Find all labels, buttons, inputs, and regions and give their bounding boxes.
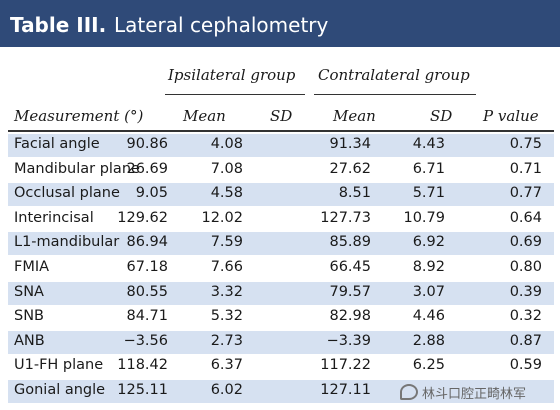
- table-cell: −3.56: [123, 332, 168, 349]
- table-cell: 125.11: [117, 382, 168, 398]
- table-cell: 0.77: [509, 185, 542, 202]
- table-row: Gonial angle 125.11 6.02 127.11: [8, 380, 554, 403]
- table-cell: 117.22: [320, 357, 371, 374]
- header-ipsi-mean: Mean: [183, 107, 226, 125]
- table-cell: Occlusal plane: [14, 185, 120, 202]
- table-row: SNA 80.55 3.32 79.57 3.07 0.39: [8, 281, 554, 305]
- header-ipsi-sd: SD: [270, 107, 293, 125]
- table-row: Occlusal plane 9.05 4.58 8.51 5.71 0.77: [8, 183, 554, 207]
- table-label: Table III.: [10, 13, 107, 37]
- table-cell: 90.86: [126, 136, 168, 152]
- table-cell: 82.98: [329, 308, 371, 325]
- table-cell: 0.69: [509, 234, 542, 251]
- table-cell: 0.87: [509, 332, 542, 349]
- table-cell: 79.57: [329, 283, 371, 300]
- group-rule-ipsilateral: [165, 94, 305, 95]
- table-cell: 5.32: [210, 308, 243, 325]
- table-cell: 80.55: [126, 283, 168, 300]
- table-cell: 129.62: [117, 209, 168, 226]
- table-title-bar: Table III. Lateral cephalometry: [0, 0, 560, 47]
- table-cell: 4.46: [412, 308, 445, 325]
- table-cell: Interincisal: [14, 209, 94, 226]
- table-row: SNB 84.71 5.32 82.98 4.46 0.32: [8, 306, 554, 329]
- table-cell: 3.32: [210, 283, 243, 300]
- table-cell: 7.66: [210, 259, 243, 275]
- header-rule: [8, 130, 554, 132]
- table-cell: 8.51: [338, 185, 371, 202]
- table-cell: 6.25: [412, 357, 445, 374]
- table-cell: SNA: [14, 283, 44, 300]
- table-cell: 0.71: [509, 160, 542, 177]
- table-cell: 9.05: [135, 185, 168, 202]
- table-cell: 7.08: [210, 160, 243, 177]
- header-measurement: Measurement (°): [14, 107, 144, 125]
- table-cell: 0.75: [509, 136, 542, 152]
- group-header-contralateral: Contralateral group: [318, 66, 470, 84]
- table-cell: L1-mandibular: [14, 234, 120, 251]
- table-cell: Facial angle: [14, 136, 100, 152]
- group-header-ipsilateral: Ipsilateral group: [168, 66, 296, 84]
- table-cell: 2.73: [210, 332, 243, 349]
- table-cell: SNB: [14, 308, 44, 325]
- table-cell: FMIA: [14, 259, 50, 275]
- header-p-value: P value: [483, 107, 539, 125]
- table-cell: 7.59: [210, 234, 243, 251]
- table-row: U1-FH plane 118.42 6.37 117.22 6.25 0.59: [8, 355, 554, 378]
- table-cell: 0.80: [509, 259, 542, 275]
- table-cell: 5.71: [412, 185, 445, 202]
- table-row: L1-mandibular 86.94 7.59 85.89 6.92 0.69: [8, 232, 554, 256]
- table-cell: 2.88: [412, 332, 445, 349]
- table-cell: 6.02: [210, 382, 243, 398]
- table-cell: 26.69: [126, 160, 168, 177]
- table-cell: 8.92: [412, 259, 445, 275]
- header-contra-mean: Mean: [333, 107, 376, 125]
- table-row: Mandibular plane 26.69 7.08 27.62 6.71 0.71: [8, 159, 554, 182]
- table-cell: 0.39: [509, 283, 542, 300]
- table-cell: U1-FH plane: [14, 357, 104, 374]
- table-cell: 67.18: [126, 259, 168, 275]
- watermark: 林斗口腔正畸林军: [400, 383, 526, 402]
- table-title: Lateral cephalometry: [114, 13, 329, 37]
- table-cell: 0.64: [509, 209, 542, 226]
- table-cell: 86.94: [126, 234, 168, 251]
- table-row: ANB −3.56 2.73 −3.39 2.88 0.87: [8, 330, 554, 354]
- watermark-text: 林斗口腔正畸林军: [422, 387, 527, 402]
- table-cell: 66.45: [329, 259, 371, 275]
- table-row: FMIA 67.18 7.66 66.45 8.92 0.80: [8, 257, 554, 280]
- table-cell: 0.59: [509, 357, 542, 374]
- table-cell: 10.79: [403, 209, 445, 226]
- table-cell: 4.43: [412, 136, 445, 152]
- table-cell: 4.08: [210, 136, 243, 152]
- table-cell: 127.11: [320, 382, 371, 398]
- header-contra-sd: SD: [430, 107, 453, 125]
- table-cell: −3.39: [326, 332, 371, 349]
- table-cell: 3.07: [412, 283, 445, 300]
- table-cell: 127.73: [320, 209, 371, 226]
- table-cell: 4.58: [210, 185, 243, 202]
- table-cell: 6.92: [412, 234, 445, 251]
- table-cell: 91.34: [329, 136, 371, 152]
- table-row: Interincisal 129.62 12.02 127.73 10.79 0.64: [8, 208, 554, 231]
- table-cell: 118.42: [117, 357, 168, 374]
- table-cell: 85.89: [329, 234, 371, 251]
- table-cell: ANB: [14, 332, 45, 349]
- table-cell: 84.71: [126, 308, 168, 325]
- table-cell: 27.62: [329, 160, 371, 177]
- table-cell: Mandibular plane: [14, 160, 140, 177]
- table-cell: Gonial angle: [14, 382, 106, 398]
- table-row: Facial angle 90.86 4.08 91.34 4.43 0.75: [8, 134, 554, 157]
- table-cell: 6.71: [412, 160, 445, 177]
- group-rule-contralateral: [314, 94, 476, 95]
- table-cell: 0.32: [509, 308, 542, 325]
- table-cell: 6.37: [210, 357, 243, 374]
- table-cell: 12.02: [201, 209, 243, 226]
- wechat-icon: [400, 384, 418, 400]
